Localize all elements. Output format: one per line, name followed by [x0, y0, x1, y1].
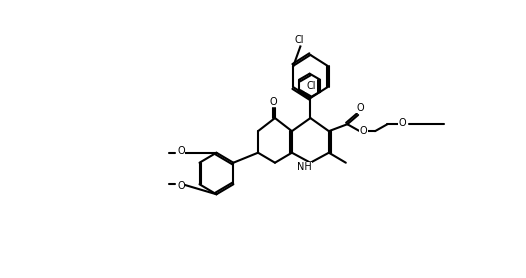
Text: O: O — [398, 118, 406, 128]
Text: NH: NH — [297, 162, 311, 172]
Text: Cl: Cl — [294, 35, 304, 45]
Text: O: O — [357, 103, 364, 113]
Text: O: O — [360, 126, 367, 136]
Text: Cl: Cl — [306, 81, 316, 91]
Text: O: O — [177, 181, 185, 191]
Text: O: O — [270, 96, 277, 106]
Text: O: O — [177, 146, 185, 156]
